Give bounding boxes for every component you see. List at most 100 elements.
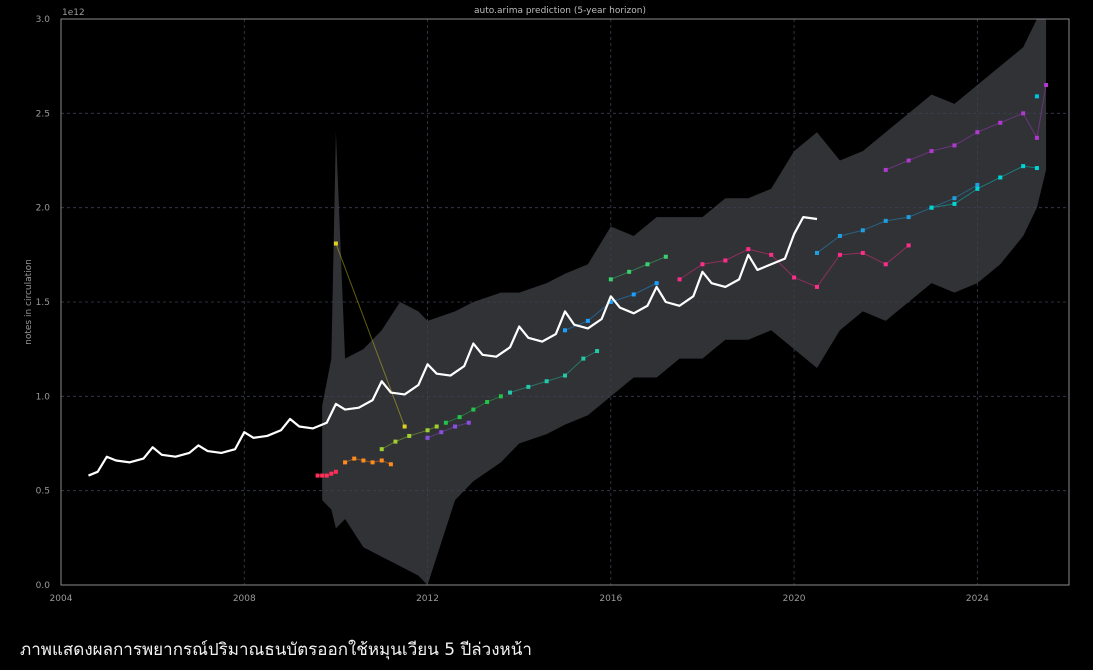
forecast-point [975,130,980,135]
forecast-point [595,349,600,354]
forecast-point [952,196,957,201]
forecast-point [434,424,439,429]
forecast-point [563,328,567,333]
x-tick-label: 2008 [233,594,256,604]
grid [61,19,1069,585]
forecast-line [610,256,666,280]
axis-ticks: 2004 2008 2012 2016 2020 2024 0.0 0.5 1.0 1.5 2.0 2… [36,15,989,604]
forecast-point [320,473,325,478]
forecast-line [509,350,598,394]
forecast-point [439,430,444,435]
forecast-point [883,218,888,223]
forecast-point [627,269,632,274]
forecast-point [544,379,549,384]
forecast-line [427,422,469,439]
forecast-point [453,424,458,429]
forecast-point [329,471,334,476]
forecast-point [1034,94,1039,99]
forecast-point [906,243,911,248]
forecast-point [769,252,774,257]
y-axis-label: notes in circulation [24,259,34,345]
x-tick-label: 2024 [966,594,989,604]
forecast-point [723,258,728,263]
forecast-point [677,277,682,282]
actual-series [88,216,818,477]
forecast-point [508,390,513,395]
forecast-point [498,394,503,399]
forecast-point [361,458,366,463]
forecast-point [526,384,531,389]
forecast-point [700,262,705,267]
forecast-point [466,420,471,425]
x-tick-label: 2016 [599,594,622,604]
forecast-point [581,356,586,361]
forecast-point [929,205,934,210]
forecast-point [407,433,412,438]
forecast-point [1044,83,1049,88]
forecast-point [860,228,865,233]
forecast-line [335,243,406,427]
x-tick-label: 2020 [783,594,806,604]
forecast-point [746,247,751,252]
forecast-point [1034,135,1039,140]
forecast-point [315,473,320,478]
forecast-point [792,275,797,280]
forecast-point [333,241,338,246]
forecast-point [388,462,393,467]
actual-line [88,216,818,477]
forecast-point [975,183,980,188]
forecast-point [343,460,348,465]
x-tick-label: 2004 [50,594,73,604]
forecast-point [563,373,567,378]
forecast-point [324,473,329,478]
forecast-point [952,143,957,148]
forecast-point [837,233,842,238]
forecast-point [425,435,430,440]
forecast-point [443,420,448,425]
y-tick-label: 1.0 [36,392,51,402]
forecast-point [1034,166,1039,171]
forecast-point [485,399,490,404]
forecast-point [585,318,590,323]
y-tick-label: 3.0 [36,15,51,25]
forecast-point [471,407,476,412]
forecast-point [393,439,398,444]
forecast-line [931,165,1037,209]
forecast-point [837,252,842,257]
forecast-point [645,262,650,267]
forecast-point [906,158,911,163]
forecast-point [457,415,462,420]
forecast-point [370,460,375,465]
forecast-point [906,215,911,220]
y-multiplier-label: 1e12 [62,8,85,18]
y-tick-label: 0.0 [36,581,51,591]
forecast-point [608,300,613,304]
forecast-point [815,250,819,255]
forecast-point [1021,164,1026,169]
forecast-point [654,281,659,286]
forecast-point [883,262,888,267]
forecast-point [663,254,668,259]
forecast-point [379,458,384,463]
forecast-point [998,120,1003,125]
y-tick-label: 2.0 [36,204,51,214]
figure-caption: ภาพแสดงผลการพยากรณ์ปริมาณธนบัตรออกใช้หมุ… [20,640,532,660]
forecast-point [608,277,613,282]
plot-frame [60,18,1070,586]
forecast-point [402,424,407,429]
forecast-point [352,456,357,461]
forecast-point [815,284,819,289]
forecast-point [425,428,430,433]
y-tick-label: 2.5 [36,109,50,119]
forecast-chart: 2004 2008 2012 2016 2020 2024 0.0 0.5 1.0 1.5 2.0 2… [24,6,1070,604]
forecast-point [883,167,888,172]
forecast-point [379,447,384,452]
forecast-point [952,201,957,206]
chart-title: auto.arima prediction (5-year horizon) [474,6,646,16]
y-tick-label: 1.5 [36,298,50,308]
forecast-point [998,175,1003,180]
forecast-point [975,186,980,191]
forecast-point [631,292,636,297]
forecast-point [860,250,865,255]
x-tick-label: 2012 [416,594,439,604]
